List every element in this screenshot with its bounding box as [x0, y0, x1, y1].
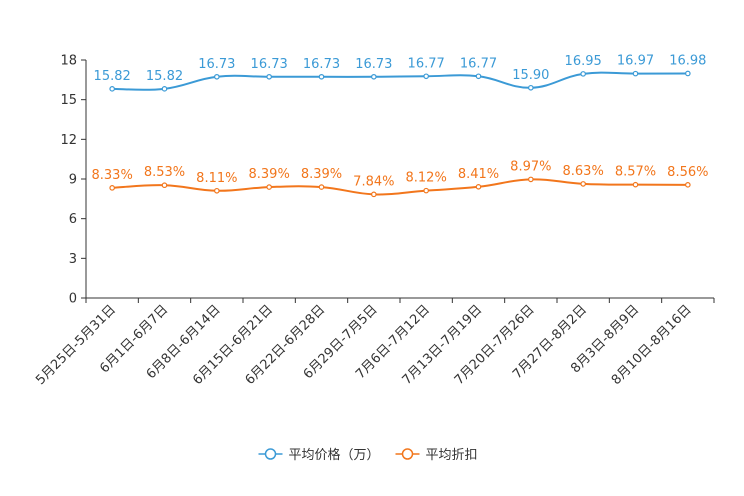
legend-marker-icon — [264, 448, 277, 460]
data-label: 8.63% — [563, 164, 604, 179]
data-point[interactable] — [685, 70, 691, 77]
y-tick-label: 3 — [69, 252, 77, 267]
data-label: 16.77 — [460, 56, 497, 71]
data-point[interactable] — [580, 71, 586, 77]
legend-marker-icon — [401, 448, 414, 460]
data-point[interactable] — [632, 181, 639, 188]
data-label: 16.95 — [565, 54, 602, 69]
data-point[interactable] — [214, 187, 220, 194]
data-label: 8.53% — [144, 165, 185, 180]
data-point[interactable] — [580, 181, 586, 187]
data-label: 8.12% — [406, 171, 447, 186]
data-label: 8.57% — [615, 165, 656, 180]
data-label: 8.33% — [92, 168, 133, 183]
data-label: 15.90 — [512, 68, 549, 83]
data-point[interactable] — [161, 86, 168, 92]
data-point[interactable] — [632, 70, 639, 77]
series-layer: 15.82 15.82 16.73 16.73 16.73 16.73 16.77 16.77… — [92, 53, 708, 198]
data-point[interactable] — [318, 184, 325, 190]
data-label: 8.39% — [249, 167, 290, 182]
legend[interactable]: 平均价格（万） 平均折扣 — [258, 447, 478, 463]
data-point[interactable] — [475, 73, 482, 80]
data-label: 8.11% — [196, 171, 237, 186]
y-tick-label: 18 — [60, 54, 77, 69]
data-point[interactable] — [214, 73, 220, 80]
y-tick-label: 0 — [69, 292, 77, 307]
y-tick-label: 12 — [60, 133, 77, 148]
data-label: 16.73 — [303, 57, 340, 72]
data-point[interactable] — [528, 176, 534, 183]
data-point[interactable] — [266, 184, 272, 190]
series-0: 15.82 15.82 16.73 16.73 16.73 16.73 16.77 16.77… — [94, 53, 706, 92]
x-axis: 5月25日-5月31日6月1日-6月7日6月8日-6月14日6月15日-6月21… — [33, 297, 715, 388]
legend-item-0[interactable]: 平均价格（万） — [258, 447, 380, 463]
data-label: 16.77 — [408, 56, 445, 71]
data-point[interactable] — [109, 86, 115, 92]
data-label: 15.82 — [94, 69, 131, 84]
y-tick-label: 15 — [60, 93, 77, 108]
series-1: 8.33% 8.53% 8.11% 8.39% 8.39% 7.84% 8.12% 8.41%… — [92, 159, 708, 198]
data-label: 8.56% — [667, 165, 708, 180]
data-point[interactable] — [685, 182, 691, 188]
legend-item-1[interactable]: 平均折扣 — [395, 448, 478, 463]
data-point[interactable] — [161, 182, 168, 189]
series-line — [112, 71, 688, 91]
series-line — [112, 178, 688, 196]
data-label: 16.97 — [617, 54, 654, 69]
y-axis: 0 3 6 9 12 15 18 — [60, 54, 87, 307]
data-label: 8.39% — [301, 167, 342, 182]
legend-label: 平均折扣 — [426, 448, 478, 463]
y-tick-label: 9 — [69, 173, 77, 188]
data-point[interactable] — [528, 84, 534, 91]
data-label: 16.73 — [198, 57, 235, 72]
data-point[interactable] — [423, 73, 429, 80]
data-label: 7.84% — [353, 174, 394, 189]
data-label: 8.97% — [510, 159, 551, 174]
y-tick-label: 6 — [69, 212, 77, 227]
data-label: 16.98 — [669, 53, 706, 68]
data-label: 16.73 — [355, 57, 392, 72]
legend-label: 平均价格（万） — [289, 447, 380, 463]
data-point[interactable] — [266, 73, 272, 80]
data-point[interactable] — [371, 73, 377, 80]
data-label: 16.73 — [251, 57, 288, 72]
data-point[interactable] — [423, 187, 429, 194]
data-point[interactable] — [318, 73, 325, 80]
data-point[interactable] — [371, 191, 377, 198]
data-label: 15.82 — [146, 69, 183, 84]
data-point[interactable] — [109, 185, 115, 191]
data-label: 8.41% — [458, 167, 499, 182]
data-point[interactable] — [475, 184, 482, 190]
